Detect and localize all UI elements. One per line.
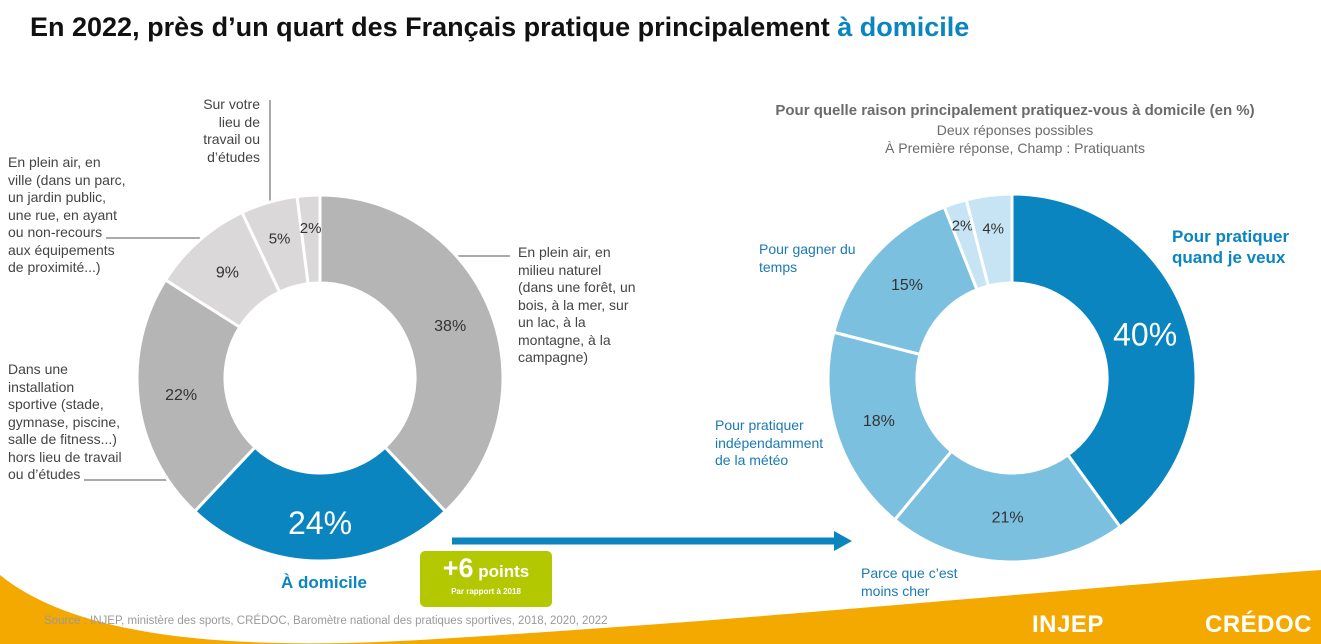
points-badge: +6 points Par rapport à 2018 (420, 551, 552, 607)
donut-left-value-label-2: 22% (165, 387, 197, 404)
donut-right-value-label-2: 18% (863, 413, 895, 430)
right-chart-header: Pour quelle raison principalement pratiq… (720, 101, 1310, 157)
page-title: En 2022, près d’un quart des Français pr… (30, 12, 970, 42)
points-note: Par rapport à 2018 (451, 587, 521, 596)
points-value: +6 (442, 553, 474, 583)
donut-left-slice-5 (295, 193, 322, 286)
donut-left: 38% 24% 22% 9% 5% 2% (135, 193, 505, 563)
connector-arrow-head (834, 531, 852, 551)
label-a-domicile: À domicile (281, 573, 367, 592)
right-chart-title: Pour quelle raison principalement pratiq… (775, 102, 1255, 119)
donut-left-value-label-0: 38% (434, 318, 466, 335)
title-highlight: à domicile (837, 12, 970, 42)
right-chart-subtitle-2: À Première réponse, Champ : Pratiquants (885, 140, 1145, 156)
label-installation-sportive: Dans une installation sportive (stade, gymn… (8, 361, 122, 482)
label-gagner-temps: Pour gagner du temps (759, 241, 856, 275)
donut-left-value-label-3: 9% (216, 264, 239, 281)
label-lieu-travail: Sur votre lieu de travail ou d’études (203, 96, 260, 165)
label-meteo: Pour pratiquer indépendamment de la météo (715, 417, 824, 468)
donut-right-slice-1 (892, 449, 1123, 564)
label-plein-air-naturel: En plein air, en milieu naturel (dans une … (518, 244, 636, 365)
donut-left-value-label-1: 24% (288, 505, 352, 541)
donut-right-value-label-4: 2% (952, 217, 974, 234)
bottom-decoration (0, 570, 1321, 644)
donut-right: 40% 21% 18% 15% 2% 4% (826, 192, 1198, 564)
label-plein-air-ville: En plein air, en ville (dans un parc, un j… (8, 154, 126, 275)
donut-left-slice-2 (135, 277, 258, 514)
label-quand-je-veux: Pour pratiquer quand je veux (1172, 227, 1290, 267)
donut-right-slice-0 (1010, 192, 1198, 529)
donut-left-value-label-4: 5% (269, 230, 291, 247)
logo-credoc: CRÉDOC (1205, 611, 1313, 638)
points-unit: points (473, 562, 530, 581)
donut-right-value-label-3: 15% (891, 277, 923, 294)
donut-right-slice-5 (964, 192, 1014, 288)
donut-left-slice-0 (318, 193, 505, 514)
donut-right-value-label-1: 21% (992, 509, 1024, 526)
donut-right-value-label-0: 40% (1113, 317, 1177, 353)
donut-left-slice-1 (192, 445, 448, 563)
donut-right-slice-2 (826, 330, 954, 522)
label-moins-cher: Parce que c’est moins cher (861, 565, 958, 599)
right-chart-subtitle-1: Deux réponses possibles (936, 122, 1094, 138)
donut-left-value-label-5: 2% (300, 220, 322, 237)
logo-injep: INJEP (1032, 611, 1104, 638)
source-note: Source : INJEP, ministère des sports, CR… (44, 615, 608, 627)
donut-right-value-label-5: 4% (982, 221, 1004, 238)
